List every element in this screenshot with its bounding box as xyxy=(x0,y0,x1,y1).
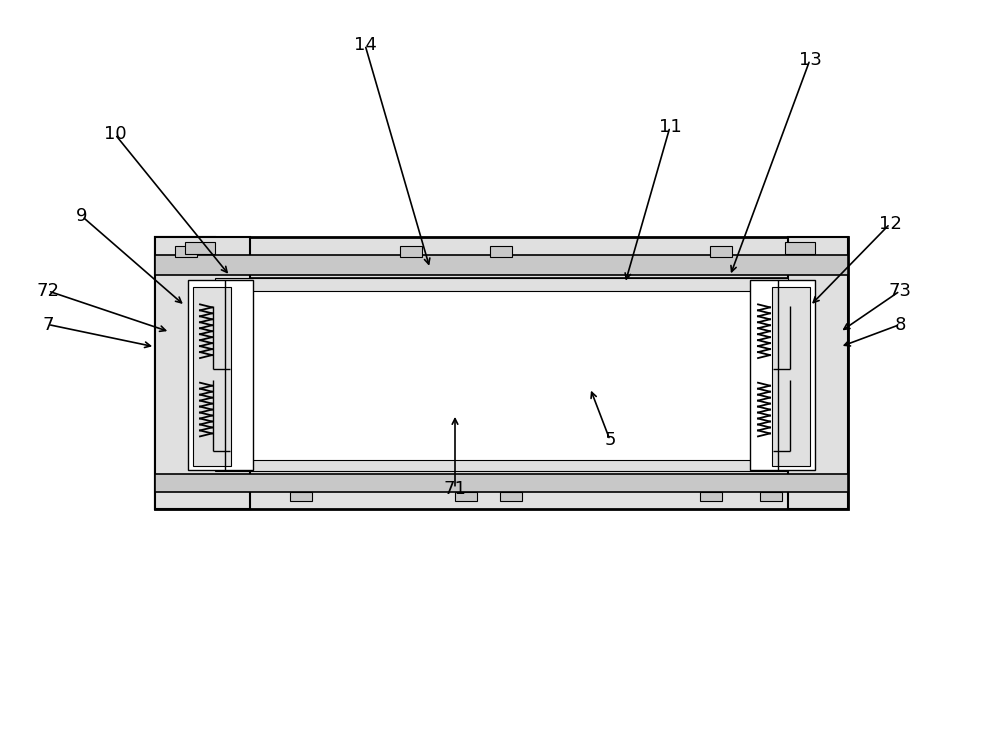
Bar xyxy=(155,237,848,509)
Text: 5: 5 xyxy=(604,431,616,449)
Text: 71: 71 xyxy=(444,480,466,498)
Bar xyxy=(175,246,197,257)
Bar xyxy=(710,246,732,257)
Bar xyxy=(215,278,788,291)
Bar xyxy=(185,242,215,254)
Text: 8: 8 xyxy=(894,316,906,333)
Text: 13: 13 xyxy=(799,51,821,69)
Text: 72: 72 xyxy=(36,282,60,300)
Bar xyxy=(760,492,782,501)
Bar xyxy=(750,280,815,470)
Bar xyxy=(455,492,477,501)
Bar xyxy=(188,280,253,470)
Text: 10: 10 xyxy=(104,125,126,143)
Bar xyxy=(215,278,788,471)
Text: 7: 7 xyxy=(42,316,54,333)
Bar xyxy=(490,246,512,257)
Bar xyxy=(290,492,312,501)
Bar xyxy=(785,242,815,254)
Bar xyxy=(155,237,250,509)
Bar xyxy=(500,492,522,501)
Text: 11: 11 xyxy=(659,118,681,136)
Text: 12: 12 xyxy=(879,215,901,233)
Text: 14: 14 xyxy=(354,36,376,54)
Bar xyxy=(215,460,788,471)
Bar xyxy=(400,246,422,257)
Text: 9: 9 xyxy=(76,207,88,225)
Bar xyxy=(155,237,215,509)
Bar xyxy=(155,255,848,275)
Bar xyxy=(772,287,810,466)
Bar xyxy=(700,492,722,501)
Bar xyxy=(193,287,231,466)
Bar xyxy=(155,474,848,492)
Bar xyxy=(788,237,848,509)
Text: 73: 73 xyxy=(889,282,912,300)
